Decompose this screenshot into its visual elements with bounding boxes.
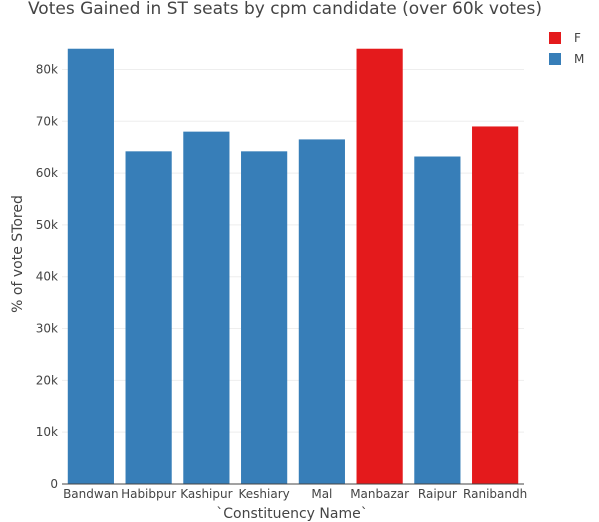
y-tick-label: 50k	[36, 218, 58, 232]
bar-bandwan[interactable]	[67, 48, 114, 485]
chart-title: Votes Gained in ST seats by cpm candidat…	[28, 0, 542, 19]
y-tick-label: 20k	[36, 373, 58, 387]
bars	[67, 48, 519, 485]
x-axis-title: `Constituency Name`	[216, 506, 367, 522]
x-tick-label: Habibpur	[121, 487, 176, 501]
y-tick-label: 60k	[36, 166, 58, 180]
x-axis-ticks: Bandwan Habibpur Kashipur Keshiary Mal Manbaz…	[63, 487, 527, 501]
y-tick-label: 80k	[36, 62, 58, 76]
bar-habibpur[interactable]	[125, 151, 172, 484]
y-tick-label: 0	[50, 477, 58, 491]
legend-label[interactable]: F	[574, 31, 581, 45]
x-tick-label: Manbazar	[350, 487, 409, 501]
x-tick-label: Raipur	[418, 487, 457, 501]
y-tick-label: 70k	[36, 114, 58, 128]
y-tick-label: 40k	[36, 270, 58, 284]
bar-keshiary[interactable]	[241, 151, 288, 484]
legend-swatch-m[interactable]	[549, 53, 561, 65]
bar-manbazar[interactable]	[356, 48, 403, 485]
bar-ranibandh[interactable]	[472, 126, 519, 485]
x-tick-label: Ranibandh	[463, 487, 527, 501]
bar-raipur[interactable]	[414, 156, 461, 484]
legend-swatch-f[interactable]	[549, 32, 561, 44]
x-tick-label: Mal	[311, 487, 332, 501]
y-tick-label: 10k	[36, 425, 58, 439]
y-tick-label: 30k	[36, 322, 58, 336]
bar-kashipur[interactable]	[183, 131, 230, 485]
x-tick-label: Keshiary	[239, 487, 290, 501]
bar-mal[interactable]	[298, 139, 345, 484]
x-tick-label: Bandwan	[63, 487, 119, 501]
y-axis-ticks: 0 10k 20k 30k 40k 50k 60k 70k 80k	[36, 62, 58, 491]
legend[interactable]: FM	[549, 31, 584, 66]
x-tick-label: Kashipur	[180, 487, 232, 501]
y-axis-title: % of vote STored	[10, 195, 26, 313]
legend-label[interactable]: M	[574, 52, 584, 66]
